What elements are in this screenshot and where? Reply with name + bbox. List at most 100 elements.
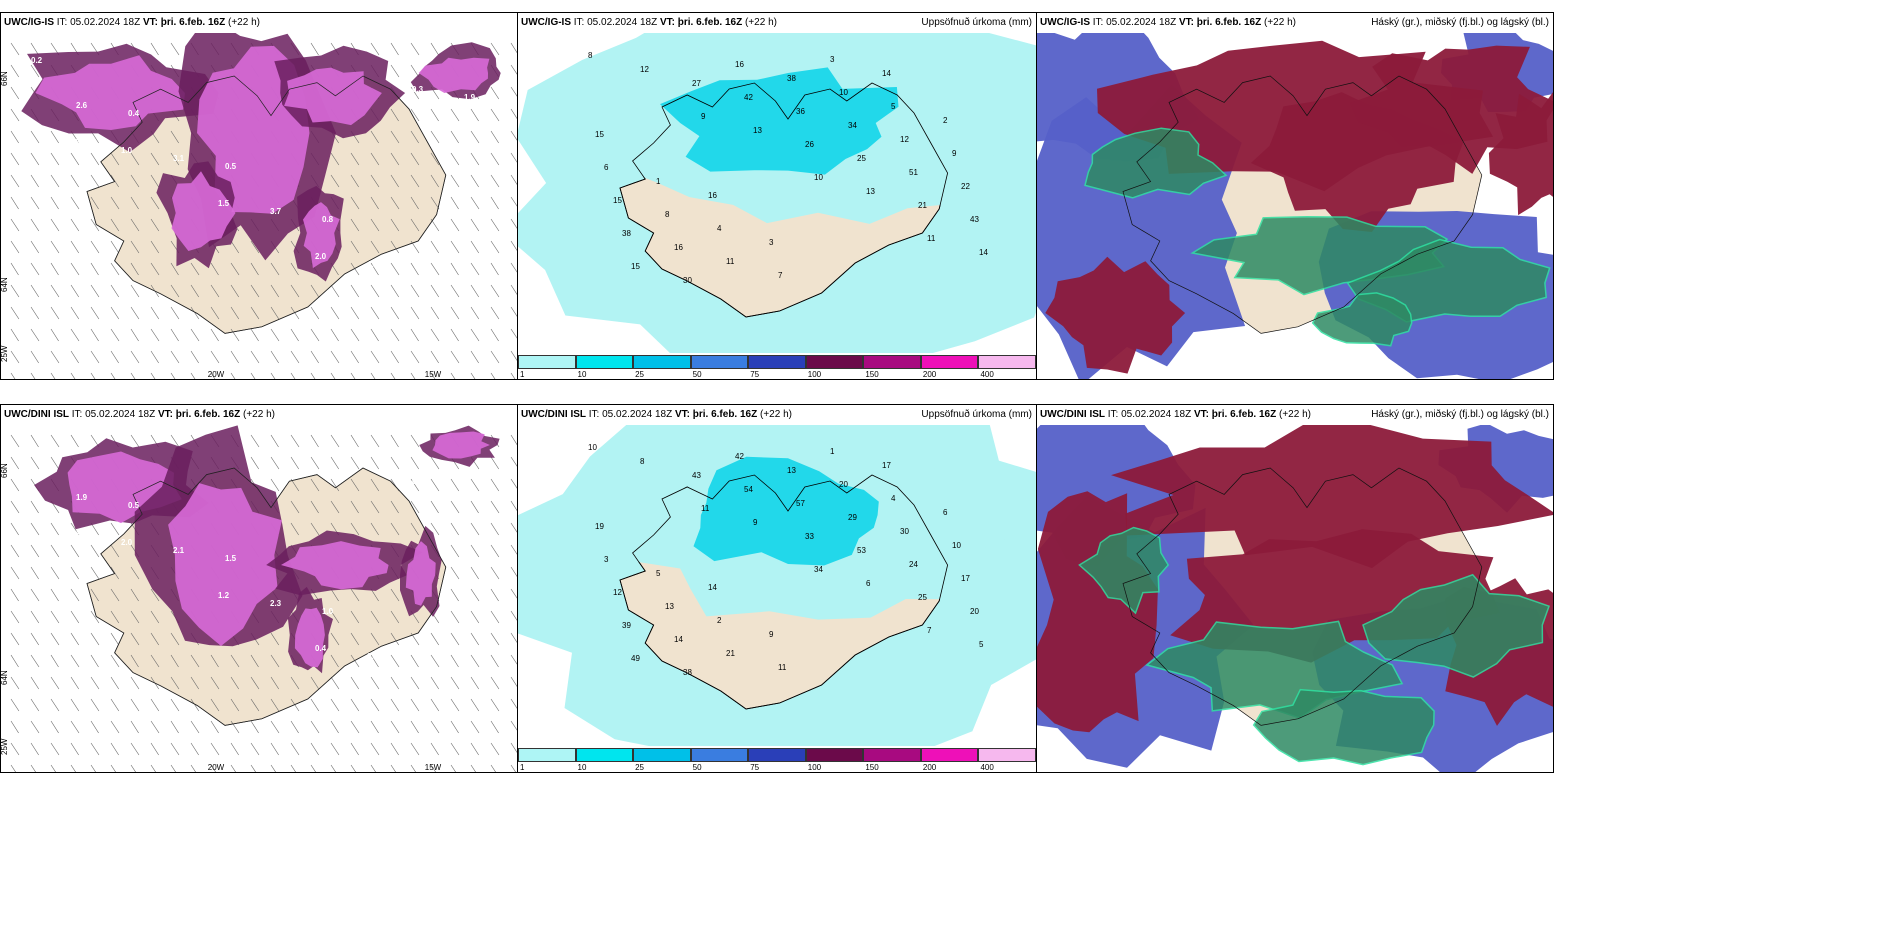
overlay-value-label: 0.5 (128, 501, 140, 510)
colorbar-segment (518, 355, 576, 369)
overlay-value-label: 0.6 (412, 477, 424, 486)
precip-value-label: 51 (909, 168, 918, 177)
colorbar-tick-label: 200 (923, 370, 936, 379)
precip-value-label: 34 (848, 121, 857, 130)
precip-value-label: 25 (857, 154, 866, 163)
precip-value-label: 36 (796, 107, 805, 116)
precip-value-label: 38 (683, 668, 692, 677)
overlay-value-label: 1.2 (218, 591, 230, 600)
precip-value-label: 20 (839, 480, 848, 489)
precip-value-label: 33 (805, 532, 814, 541)
latitude-label: 66N (1, 463, 9, 478)
colorbar-segment (576, 355, 634, 369)
precip-value-label: 30 (900, 527, 909, 536)
precip-value-label: 12 (640, 65, 649, 74)
overlay-value-label: 1.0 (121, 146, 133, 155)
latitude-label: 25W (1, 738, 9, 755)
overlay-value-label: 3.7 (270, 207, 282, 216)
precip-value-label: 1 (656, 177, 661, 186)
precip-value-label: 8 (640, 457, 645, 466)
overlay-value-label: 2.1 (173, 546, 185, 555)
colorbar-segment (863, 355, 921, 369)
precip-value-label: 3 (604, 555, 609, 564)
overlay-value-label: 1.9 (464, 93, 476, 102)
precip-value-label: 5 (656, 569, 661, 578)
precip-value-label: 7 (778, 271, 783, 280)
precip-value-label: 54 (744, 485, 753, 494)
overlay-panel-dini: UWC/DINI ISL IT: 05.02.2024 18Z VT: þri.… (0, 404, 518, 773)
overlay-value-label: 0.2 (31, 56, 43, 65)
precip-value-label: 26 (805, 140, 814, 149)
cloud-map (1037, 425, 1553, 772)
colorbar-segment (921, 748, 979, 762)
precip-value-label: 13 (753, 126, 762, 135)
precip-value-label: 15 (613, 196, 622, 205)
precip-value-label: 4 (891, 494, 896, 503)
precip-colorbar: 1 10 25 50 75 100 150 200 400 (518, 746, 1036, 772)
precip-value-label: 39 (622, 621, 631, 630)
cloud-panel-igis: UWC/IG-IS IT: 05.02.2024 18Z VT: þri. 6.… (1036, 12, 1554, 380)
overlay-value-label: 0.4 (128, 109, 140, 118)
precip-value-label: 30 (683, 276, 692, 285)
overlay-value-label: 0.3 (31, 448, 43, 457)
precip-value-label: 11 (726, 257, 735, 266)
overlay-value-label: 1.3 (419, 660, 431, 669)
precip-value-label: 22 (961, 182, 970, 191)
overlay-value-label: 2.6 (76, 101, 88, 110)
colorbar-segment (691, 355, 749, 369)
longitude-label: 20W (208, 763, 225, 772)
cloud-panel-dini: UWC/DINI ISL IT: 05.02.2024 18Z VT: þri.… (1036, 404, 1554, 773)
precip-value-label: 21 (726, 649, 735, 658)
precip-value-label: 25 (918, 593, 927, 602)
precip-value-label: 2 (717, 616, 722, 625)
precip-value-label: 7 (927, 626, 932, 635)
colorbar-tick-label: 50 (693, 370, 702, 379)
precip-value-label: 13 (787, 466, 796, 475)
panel-header: UWC/IG-IS IT: 05.02.2024 18Z VT: þri. 6.… (1037, 13, 1553, 33)
colorbar-tick-label: 1 (520, 763, 524, 772)
overlay-map: 0.20.40.50.81.22.63.13.74.01.91.01.52.00… (1, 33, 517, 379)
precip-value-label: 17 (961, 574, 970, 583)
overlay-value-label: 2.3 (270, 599, 282, 608)
colorbar-tick-label: 75 (750, 370, 759, 379)
overlay-value-label: 0.5 (69, 138, 81, 147)
overlay-value-label: 1.0 (322, 607, 334, 616)
overlay-value-label: 0.8 (322, 215, 334, 224)
precip-map: 8910111213131427262115422543303651381634… (518, 33, 1036, 353)
precip-value-label: 49 (631, 654, 640, 663)
panel-header: UWC/DINI ISL IT: 05.02.2024 18Z VT: þri.… (1037, 405, 1553, 425)
colorbar-tick-label: 200 (923, 763, 936, 772)
colorbar-tick-label: 25 (635, 763, 644, 772)
colorbar-tick-label: 400 (980, 763, 993, 772)
colorbar-segment (863, 748, 921, 762)
precip-value-label: 10 (952, 541, 961, 550)
latitude-label: 64N (1, 670, 9, 685)
precip-value-label: 2 (943, 116, 948, 125)
precip-value-label: 12 (613, 588, 622, 597)
colorbar-segment (806, 748, 864, 762)
colorbar-segment (921, 355, 979, 369)
overlay-panel-igis: UWC/IG-IS IT: 05.02.2024 18Z VT: þri. 6.… (0, 12, 518, 380)
precip-value-label: 3 (830, 55, 835, 64)
precip-title: Uppsöfnuð úrkoma (mm) (921, 13, 1032, 33)
precip-value-label: 17 (882, 461, 891, 470)
precip-value-label: 5 (891, 102, 896, 111)
overlay-value-label: 1.5 (225, 554, 237, 563)
overlay-value-label: 2.5 (367, 652, 379, 661)
precip-value-label: 4 (717, 224, 722, 233)
colorbar-tick-label: 150 (865, 370, 878, 379)
overlay-value-label: 1.2 (419, 268, 431, 277)
precip-value-label: 9 (769, 630, 774, 639)
cloud-map (1037, 33, 1553, 379)
colorbar-segment (576, 748, 634, 762)
overlay-value-label: 3.1 (173, 154, 185, 163)
precip-value-label: 14 (882, 69, 891, 78)
precip-value-label: 24 (909, 560, 918, 569)
precip-value-label: 1 (830, 447, 835, 456)
precip-value-label: 14 (674, 635, 683, 644)
precip-value-label: 5 (979, 640, 984, 649)
precip-map: 1011347896543332549545320385724394229171… (518, 425, 1036, 746)
colorbar-tick-label: 10 (578, 370, 587, 379)
precip-value-label: 12 (900, 135, 909, 144)
longitude-label: 15W (425, 763, 442, 772)
